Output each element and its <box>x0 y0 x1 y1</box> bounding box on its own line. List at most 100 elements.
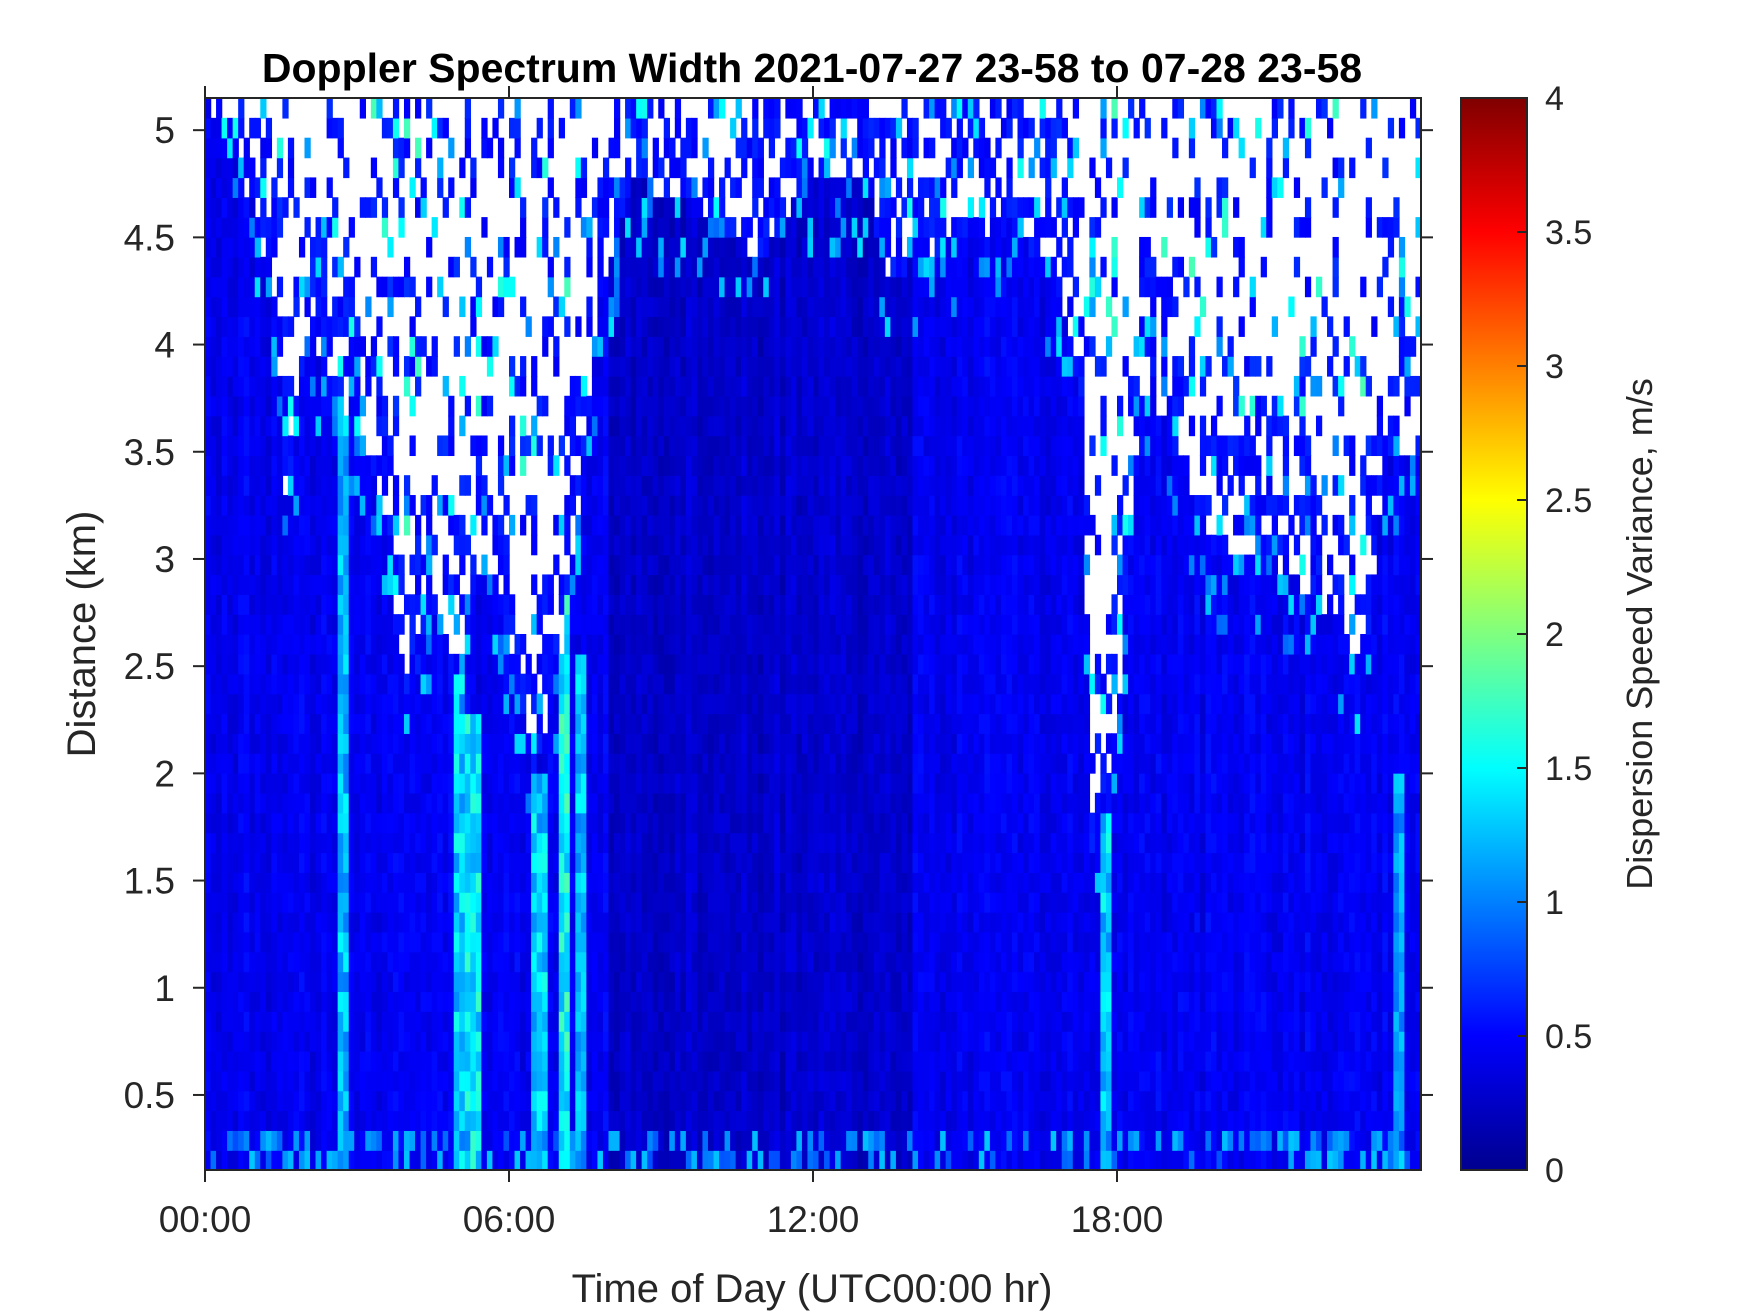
heatmap-cell <box>409 1090 416 1112</box>
heatmap-cell <box>227 495 234 516</box>
heatmap-cell <box>464 852 472 873</box>
heatmap-cell <box>365 772 372 794</box>
heatmap-cell <box>337 1090 344 1112</box>
heatmap-cell <box>763 316 770 337</box>
heatmap-cell <box>774 971 781 993</box>
heatmap-cell <box>680 1050 687 1072</box>
heatmap-cell <box>249 733 256 754</box>
heatmap-cell <box>685 455 693 476</box>
heatmap-cell <box>619 594 626 615</box>
heatmap-cell <box>359 1150 366 1170</box>
heatmap-cell <box>547 1110 554 1131</box>
heatmap-cell <box>774 951 781 973</box>
heatmap-cell <box>298 475 306 496</box>
heatmap-cell <box>735 991 742 1012</box>
heatmap-cell <box>630 812 637 834</box>
heatmap-cell <box>801 812 809 834</box>
heatmap-cell <box>597 276 604 298</box>
heatmap-cell <box>542 395 549 417</box>
heatmap-cell <box>282 455 289 476</box>
heatmap-cell <box>298 673 306 695</box>
heatmap-cell <box>619 435 626 457</box>
heatmap-cell <box>674 276 682 298</box>
heatmap-cell <box>707 217 715 238</box>
heatmap-cell <box>403 514 411 536</box>
heatmap-cell <box>332 375 339 397</box>
heatmap-cell <box>663 236 670 258</box>
heatmap-cell <box>210 137 217 159</box>
heatmap-cell <box>724 792 731 814</box>
heatmap-cell <box>260 911 267 933</box>
heatmap-cell <box>243 296 250 318</box>
heatmap-cell <box>470 713 477 734</box>
heatmap-cell <box>337 673 344 695</box>
heatmap-cell <box>796 753 803 774</box>
heatmap-cell <box>448 1050 455 1072</box>
heatmap-cell <box>779 395 787 417</box>
heatmap-cell <box>591 931 599 953</box>
heatmap-cell <box>359 534 366 556</box>
heatmap-cell <box>591 197 599 218</box>
heatmap-cell <box>415 911 422 933</box>
heatmap-cell <box>730 1011 737 1032</box>
heatmap-cell <box>315 832 322 854</box>
heatmap-cell <box>282 1070 289 1092</box>
heatmap-cell <box>790 733 798 754</box>
heatmap-cell <box>310 892 317 913</box>
heatmap-cell <box>558 772 565 794</box>
heatmap-cell <box>442 634 449 655</box>
heatmap-cell <box>392 1070 400 1092</box>
heatmap-cell <box>464 1050 472 1072</box>
heatmap-cell <box>254 177 261 198</box>
heatmap-cell <box>536 236 543 258</box>
heatmap-cell <box>641 256 648 278</box>
heatmap-cell <box>636 435 643 457</box>
heatmap-cell <box>448 653 455 675</box>
heatmap-cell <box>553 772 560 794</box>
heatmap-cell <box>564 634 571 655</box>
heatmap-cell <box>531 534 538 556</box>
heatmap-cell <box>282 832 289 854</box>
heatmap-cell <box>376 653 383 675</box>
heatmap-cell <box>332 415 339 437</box>
heatmap-cell <box>415 157 422 179</box>
heatmap-cell <box>553 1110 560 1131</box>
heatmap-cell <box>807 1110 814 1131</box>
heatmap-cell <box>591 574 599 595</box>
heatmap-cell <box>536 1070 543 1092</box>
heatmap-cell <box>321 395 328 417</box>
heatmap-cell <box>426 832 433 854</box>
heatmap-cell <box>321 256 328 278</box>
heatmap-cell <box>392 713 400 734</box>
heatmap-cell <box>691 1110 698 1131</box>
heatmap-cell <box>310 375 317 397</box>
heatmap-cell <box>497 455 505 476</box>
heatmap-cell <box>752 852 759 873</box>
heatmap-cell <box>691 1011 698 1032</box>
heatmap-cell <box>227 197 234 218</box>
heatmap-cell <box>801 634 809 655</box>
heatmap-cell <box>707 197 715 218</box>
heatmap-cell <box>730 395 737 417</box>
heatmap-cell <box>680 375 687 397</box>
heatmap-cell <box>785 356 792 377</box>
heatmap-cell <box>575 197 582 218</box>
heatmap-cell <box>426 653 433 675</box>
heatmap-cell <box>348 673 355 695</box>
heatmap-cell <box>730 911 737 933</box>
heatmap-cell <box>763 951 770 973</box>
heatmap-cell <box>564 1090 571 1112</box>
heatmap-cell <box>813 832 820 854</box>
heatmap-cell <box>542 753 549 774</box>
heatmap-cell <box>807 356 814 377</box>
heatmap-cell <box>481 1130 488 1151</box>
heatmap-cell <box>702 1150 709 1170</box>
heatmap-cell <box>658 217 665 238</box>
heatmap-cell <box>525 653 532 675</box>
heatmap-cell <box>365 1031 372 1052</box>
heatmap-cell <box>730 673 737 695</box>
heatmap-cell <box>553 753 560 774</box>
heatmap-cell <box>779 356 787 377</box>
heatmap-cell <box>271 971 278 993</box>
heatmap-cell <box>470 911 477 933</box>
